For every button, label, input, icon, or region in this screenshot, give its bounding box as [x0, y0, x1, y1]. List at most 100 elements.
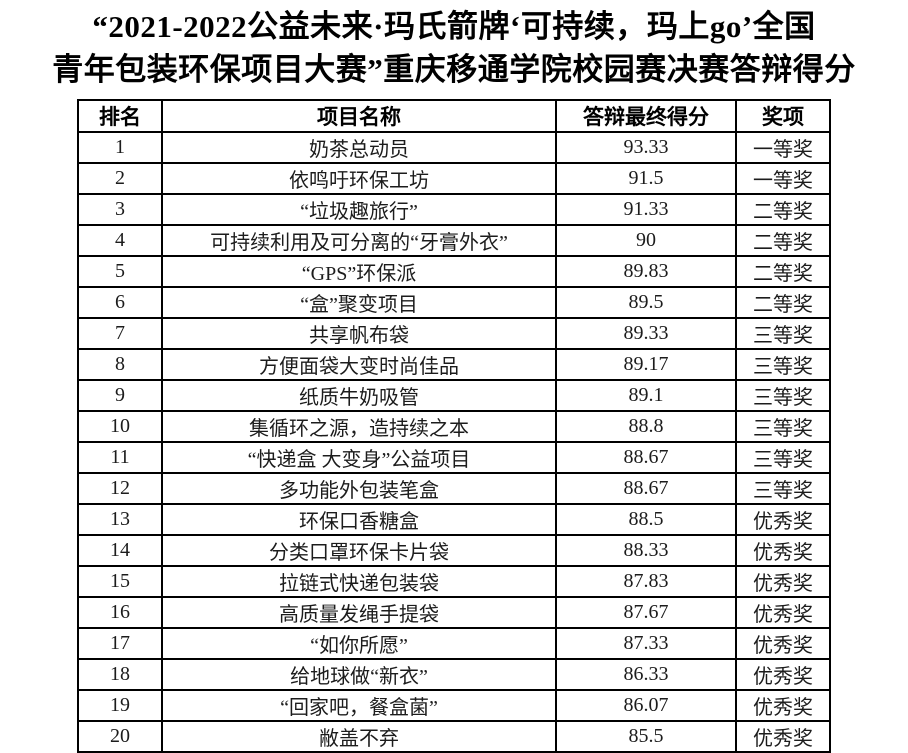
- table-row: 8 方便面袋大变时尚佳品 89.17 三等奖: [77, 347, 831, 381]
- award-cell: 三等奖: [735, 347, 831, 381]
- score-cell: 88.67: [555, 440, 737, 474]
- rank-cell: 13: [77, 502, 163, 536]
- project-name-cell: 可持续利用及可分离的“牙膏外衣”: [161, 223, 557, 257]
- award-cell: 三等奖: [735, 440, 831, 474]
- page-title: “2021-2022公益未来·玛氏箭牌‘可持续，玛上go’全国 青年包装环保项目…: [0, 0, 908, 92]
- project-name-cell: 分类口罩环保卡片袋: [161, 533, 557, 567]
- score-cell: 89.83: [555, 254, 737, 288]
- project-name-cell: 共享帆布袋: [161, 316, 557, 350]
- project-name-cell: 给地球做“新衣”: [161, 657, 557, 691]
- table-row: 13 环保口香糖盒 88.5 优秀奖: [77, 502, 831, 536]
- header-row: 排名 项目名称 答辩最终得分 奖项: [77, 98, 831, 133]
- rank-cell: 17: [77, 626, 163, 660]
- score-cell: 86.33: [555, 657, 737, 691]
- rank-cell: 1: [77, 130, 163, 164]
- project-name-cell: 敝盖不弃: [161, 719, 557, 753]
- table-row: 14 分类口罩环保卡片袋 88.33 优秀奖: [77, 533, 831, 567]
- score-cell: 89.5: [555, 285, 737, 319]
- project-name-cell: 方便面袋大变时尚佳品: [161, 347, 557, 381]
- rank-cell: 15: [77, 564, 163, 598]
- table-row: 5 “GPS”环保派 89.83 二等奖: [77, 254, 831, 288]
- award-cell: 二等奖: [735, 223, 831, 257]
- table-row: 16 高质量发绳手提袋 87.67 优秀奖: [77, 595, 831, 629]
- score-table: 排名 项目名称 答辩最终得分 奖项 1 奶茶总动员 93.33 一等奖 2 依鸣…: [77, 98, 831, 753]
- rank-cell: 19: [77, 688, 163, 722]
- score-cell: 89.17: [555, 347, 737, 381]
- rank-cell: 4: [77, 223, 163, 257]
- rank-cell: 9: [77, 378, 163, 412]
- award-cell: 优秀奖: [735, 626, 831, 660]
- award-cell: 二等奖: [735, 192, 831, 226]
- score-cell: 91.33: [555, 192, 737, 226]
- rank-cell: 20: [77, 719, 163, 753]
- score-cell: 86.07: [555, 688, 737, 722]
- award-cell: 优秀奖: [735, 595, 831, 629]
- table-row: 6 “盒”聚变项目 89.5 二等奖: [77, 285, 831, 319]
- project-name-cell: 奶茶总动员: [161, 130, 557, 164]
- award-cell: 三等奖: [735, 316, 831, 350]
- rank-cell: 14: [77, 533, 163, 567]
- project-name-cell: 拉链式快递包装袋: [161, 564, 557, 598]
- score-cell: 89.1: [555, 378, 737, 412]
- rank-cell: 8: [77, 347, 163, 381]
- score-cell: 87.33: [555, 626, 737, 660]
- col-header-project: 项目名称: [161, 98, 557, 133]
- project-name-cell: “盒”聚变项目: [161, 285, 557, 319]
- table-row: 10 集循环之源，造持续之本 88.8 三等奖: [77, 409, 831, 443]
- score-cell: 88.8: [555, 409, 737, 443]
- table-row: 7 共享帆布袋 89.33 三等奖: [77, 316, 831, 350]
- project-name-cell: “GPS”环保派: [161, 254, 557, 288]
- award-cell: 三等奖: [735, 409, 831, 443]
- score-cell: 90: [555, 223, 737, 257]
- rank-cell: 18: [77, 657, 163, 691]
- award-cell: 二等奖: [735, 254, 831, 288]
- project-name-cell: “如你所愿”: [161, 626, 557, 660]
- award-cell: 优秀奖: [735, 688, 831, 722]
- table-row: 3 “垃圾趣旅行” 91.33 二等奖: [77, 192, 831, 226]
- score-cell: 91.5: [555, 161, 737, 195]
- rank-cell: 12: [77, 471, 163, 505]
- rank-cell: 3: [77, 192, 163, 226]
- score-cell: 87.83: [555, 564, 737, 598]
- rank-cell: 7: [77, 316, 163, 350]
- table-row: 12 多功能外包装笔盒 88.67 三等奖: [77, 471, 831, 505]
- table-row: 11 “快递盒 大变身”公益项目 88.67 三等奖: [77, 440, 831, 474]
- rank-cell: 11: [77, 440, 163, 474]
- table-row: 20 敝盖不弃 85.5 优秀奖: [77, 719, 831, 753]
- project-name-cell: “回家吧，餐盒菌”: [161, 688, 557, 722]
- award-cell: 一等奖: [735, 130, 831, 164]
- table-row: 4 可持续利用及可分离的“牙膏外衣” 90 二等奖: [77, 223, 831, 257]
- score-cell: 88.67: [555, 471, 737, 505]
- award-cell: 二等奖: [735, 285, 831, 319]
- project-name-cell: 集循环之源，造持续之本: [161, 409, 557, 443]
- col-header-award: 奖项: [735, 98, 831, 133]
- table-body: 1 奶茶总动员 93.33 一等奖 2 依鸣吁环保工坊 91.5 一等奖 3 “…: [77, 130, 831, 753]
- rank-cell: 2: [77, 161, 163, 195]
- award-cell: 三等奖: [735, 378, 831, 412]
- table-row: 15 拉链式快递包装袋 87.83 优秀奖: [77, 564, 831, 598]
- project-name-cell: “垃圾趣旅行”: [161, 192, 557, 226]
- project-name-cell: 多功能外包装笔盒: [161, 471, 557, 505]
- table-row: 19 “回家吧，餐盒菌” 86.07 优秀奖: [77, 688, 831, 722]
- score-cell: 88.33: [555, 533, 737, 567]
- col-header-score: 答辩最终得分: [555, 98, 737, 133]
- project-name-cell: 纸质牛奶吸管: [161, 378, 557, 412]
- rank-cell: 5: [77, 254, 163, 288]
- project-name-cell: 高质量发绳手提袋: [161, 595, 557, 629]
- rank-cell: 10: [77, 409, 163, 443]
- title-line-2: 青年包装环保项目大赛”重庆移通学院校园赛决赛答辩得分: [52, 52, 856, 88]
- award-cell: 三等奖: [735, 471, 831, 505]
- rank-cell: 16: [77, 595, 163, 629]
- award-cell: 优秀奖: [735, 533, 831, 567]
- score-cell: 89.33: [555, 316, 737, 350]
- score-cell: 88.5: [555, 502, 737, 536]
- score-cell: 93.33: [555, 130, 737, 164]
- award-cell: 优秀奖: [735, 657, 831, 691]
- project-name-cell: 环保口香糖盒: [161, 502, 557, 536]
- award-cell: 优秀奖: [735, 502, 831, 536]
- score-cell: 87.67: [555, 595, 737, 629]
- rank-cell: 6: [77, 285, 163, 319]
- table-row: 9 纸质牛奶吸管 89.1 三等奖: [77, 378, 831, 412]
- award-cell: 一等奖: [735, 161, 831, 195]
